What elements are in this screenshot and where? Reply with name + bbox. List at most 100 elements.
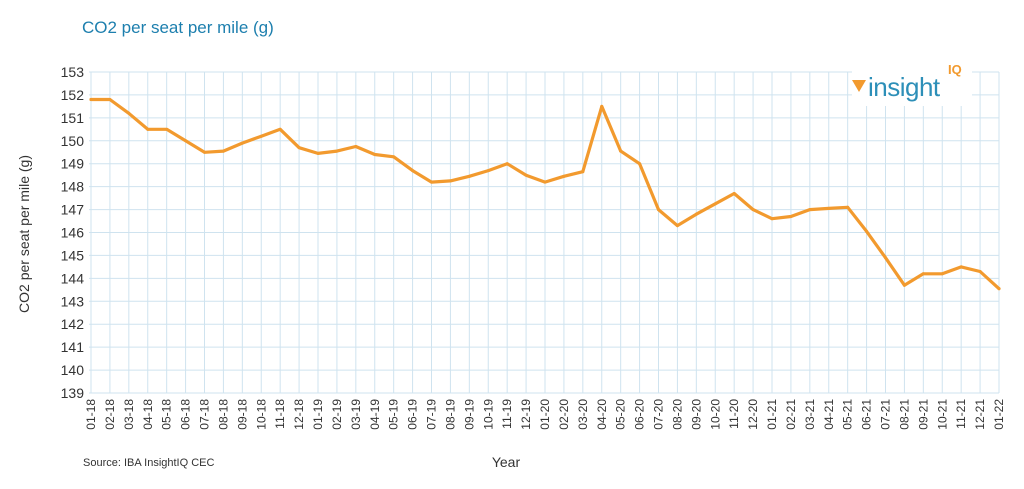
x-tick-label: 08-19 bbox=[443, 399, 457, 430]
y-axis-label: CO2 per seat per mile (g) bbox=[16, 155, 32, 313]
x-tick-label: 05-19 bbox=[387, 399, 401, 430]
x-tick-label: 04-20 bbox=[595, 399, 609, 430]
x-tick-label: 09-20 bbox=[689, 399, 703, 430]
x-tick-label: 04-19 bbox=[368, 399, 382, 430]
x-tick-label: 01-20 bbox=[538, 399, 552, 430]
x-tick-label: 03-18 bbox=[122, 399, 136, 430]
x-tick-label: 01-18 bbox=[84, 399, 98, 430]
x-tick-label: 02-20 bbox=[557, 399, 571, 430]
data-point bbox=[524, 173, 528, 177]
x-tick-label: 11-21 bbox=[954, 399, 968, 429]
data-point bbox=[165, 127, 169, 131]
y-tick-label: 146 bbox=[61, 225, 85, 241]
data-point bbox=[978, 269, 982, 273]
logo-iq-badge: IQ bbox=[948, 62, 962, 77]
y-tick-label: 140 bbox=[61, 362, 85, 378]
data-point bbox=[694, 212, 698, 216]
x-tick-label: 03-20 bbox=[576, 399, 590, 430]
x-axis-label: Year bbox=[492, 454, 521, 470]
x-tick-label: 01-22 bbox=[992, 399, 1006, 430]
x-tick-label: 09-18 bbox=[235, 399, 249, 430]
x-tick-label: 06-19 bbox=[406, 399, 420, 430]
x-tick-label: 09-21 bbox=[916, 399, 930, 430]
data-point bbox=[373, 153, 377, 157]
x-tick-label: 11-19 bbox=[500, 399, 514, 429]
x-tick-label: 12-21 bbox=[973, 399, 987, 430]
data-point bbox=[657, 208, 660, 212]
data-point bbox=[884, 256, 887, 260]
data-point bbox=[354, 145, 358, 149]
x-tick-label: 04-21 bbox=[822, 399, 836, 430]
x-tick-label: 04-18 bbox=[141, 399, 155, 430]
x-tick-label: 11-18 bbox=[273, 399, 287, 429]
x-tick-label: 11-20 bbox=[727, 399, 741, 429]
data-point bbox=[335, 149, 339, 153]
data-point bbox=[108, 98, 112, 102]
logo-mark-icon bbox=[852, 80, 866, 92]
data-point bbox=[902, 283, 906, 287]
data-point bbox=[675, 224, 679, 228]
data-point bbox=[278, 127, 282, 131]
data-point bbox=[240, 141, 244, 145]
data-point bbox=[411, 169, 415, 173]
data-point bbox=[203, 150, 206, 154]
y-tick-label: 143 bbox=[61, 293, 85, 309]
x-tick-label: 10-18 bbox=[254, 399, 268, 430]
data-point bbox=[221, 149, 225, 153]
x-tick-label: 12-20 bbox=[746, 399, 760, 430]
chart-title: CO2 per seat per mile (g) bbox=[82, 18, 274, 37]
x-tick-label: 12-18 bbox=[292, 399, 306, 430]
y-tick-label: 153 bbox=[61, 64, 85, 80]
x-tick-label: 09-19 bbox=[462, 399, 476, 430]
data-point bbox=[259, 134, 263, 138]
data-point bbox=[486, 169, 490, 173]
data-point bbox=[770, 217, 774, 221]
data-point bbox=[638, 162, 642, 166]
y-tick-label: 147 bbox=[61, 202, 85, 218]
x-tick-label: 02-21 bbox=[784, 399, 798, 430]
data-point bbox=[600, 104, 604, 108]
x-tick-label: 08-20 bbox=[670, 399, 684, 430]
y-tick-label: 145 bbox=[61, 247, 85, 263]
data-point bbox=[392, 155, 396, 159]
y-tick-label: 142 bbox=[61, 316, 85, 332]
x-tick-label: 10-21 bbox=[935, 399, 949, 430]
x-tick-label: 07-18 bbox=[198, 399, 212, 430]
data-point bbox=[89, 98, 93, 102]
x-tick-label: 10-19 bbox=[481, 399, 495, 430]
x-tick-label: 06-18 bbox=[179, 399, 193, 430]
data-point bbox=[562, 174, 566, 178]
x-tick-labels: 01-18 02-18 03-18 04-18 05-18 06-18 07-18 08-18… bbox=[84, 399, 1006, 430]
data-point bbox=[619, 149, 623, 153]
y-tick-label: 139 bbox=[61, 385, 85, 401]
data-point bbox=[751, 208, 755, 212]
data-point bbox=[297, 146, 301, 150]
data-point bbox=[959, 265, 963, 269]
x-tick-label: 03-19 bbox=[349, 399, 363, 430]
x-tick-label: 06-20 bbox=[633, 399, 647, 430]
x-tick-label: 02-19 bbox=[330, 399, 344, 430]
data-point bbox=[921, 272, 925, 276]
source-note: Source: IBA InsightIQ CEC bbox=[83, 457, 215, 469]
x-tick-label: 08-18 bbox=[216, 399, 230, 430]
data-point bbox=[581, 170, 585, 174]
x-tick-label: 08-21 bbox=[897, 399, 911, 430]
data-point bbox=[940, 272, 944, 276]
y-tick-labels: 139 140 141 142 143 144 145 146 147 148 149 150 151 1… bbox=[61, 64, 85, 401]
y-tick-label: 148 bbox=[61, 179, 85, 195]
data-point bbox=[543, 180, 547, 184]
y-tick-label: 149 bbox=[61, 156, 85, 172]
x-tick-label: 01-21 bbox=[765, 399, 779, 430]
x-tick-label: 12-19 bbox=[519, 399, 533, 430]
data-point bbox=[448, 179, 452, 183]
x-tick-label: 07-19 bbox=[425, 399, 439, 430]
x-tick-label: 07-21 bbox=[879, 399, 893, 430]
data-point bbox=[713, 202, 717, 206]
data-point bbox=[846, 205, 850, 209]
insightiq-logo: insight IQ bbox=[852, 62, 972, 106]
x-tick-label: 01-19 bbox=[311, 399, 325, 430]
x-tick-label: 03-21 bbox=[803, 399, 817, 430]
data-point bbox=[997, 287, 1001, 291]
data-point bbox=[146, 127, 150, 131]
